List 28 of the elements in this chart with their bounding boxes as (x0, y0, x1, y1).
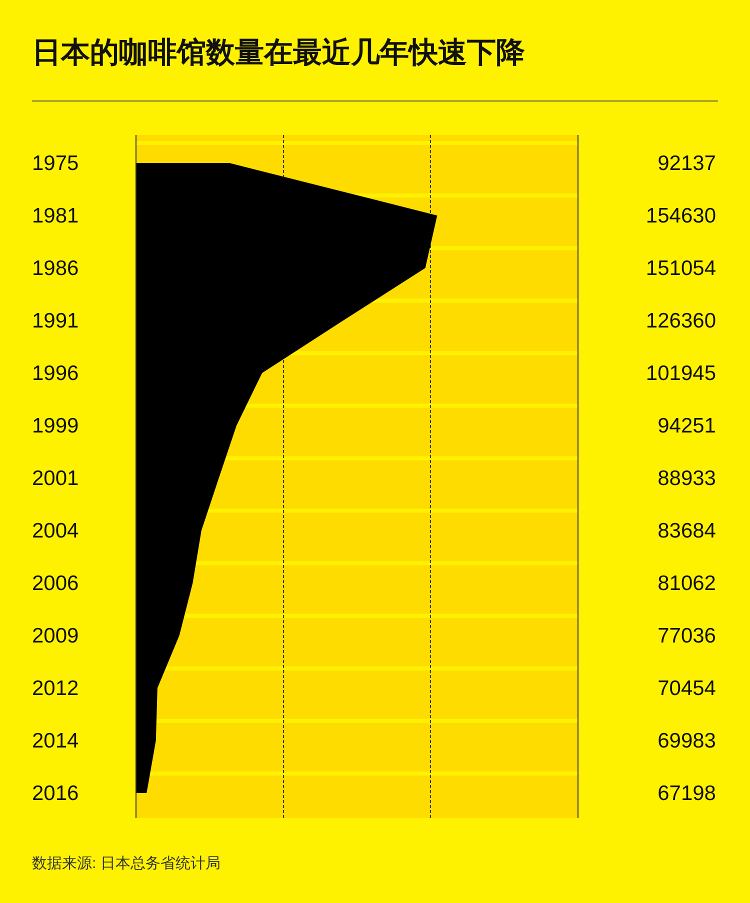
data-label: 88933 (658, 467, 716, 490)
data-label: 77036 (658, 624, 716, 648)
y-tick-label: 2006 (32, 572, 79, 595)
chart-title: 日本的咖啡馆数量在最近几年快速下降 (32, 37, 525, 69)
data-label: 101945 (646, 362, 716, 385)
data-label: 94251 (658, 414, 716, 438)
y-tick-label: 1975 (32, 152, 79, 175)
y-tick-label: 1996 (32, 362, 79, 385)
y-tick-label: 1981 (32, 204, 79, 228)
data-label: 67198 (658, 782, 716, 805)
y-tick-label: 1999 (32, 414, 79, 438)
data-label: 81062 (658, 572, 716, 595)
data-label: 70454 (658, 677, 716, 700)
y-tick-label: 1991 (32, 310, 79, 332)
data-label: 154630 (646, 204, 716, 228)
y-tick-label: 2012 (32, 677, 79, 700)
data-label: 69983 (658, 730, 716, 752)
y-tick-label: 2004 (32, 520, 80, 542)
data-label: 151054 (646, 257, 716, 280)
data-label: 126360 (646, 310, 716, 332)
y-tick-label: 2016 (32, 782, 79, 805)
data-label: 92137 (658, 152, 716, 175)
data-label: 83684 (658, 520, 716, 542)
source-note: 数据来源: 日本总务省统计局 (32, 855, 220, 872)
y-tick-label: 2014 (32, 730, 80, 752)
y-tick-label: 1986 (32, 257, 79, 280)
y-tick-label: 2001 (32, 467, 79, 490)
y-tick-label: 2009 (32, 624, 79, 648)
